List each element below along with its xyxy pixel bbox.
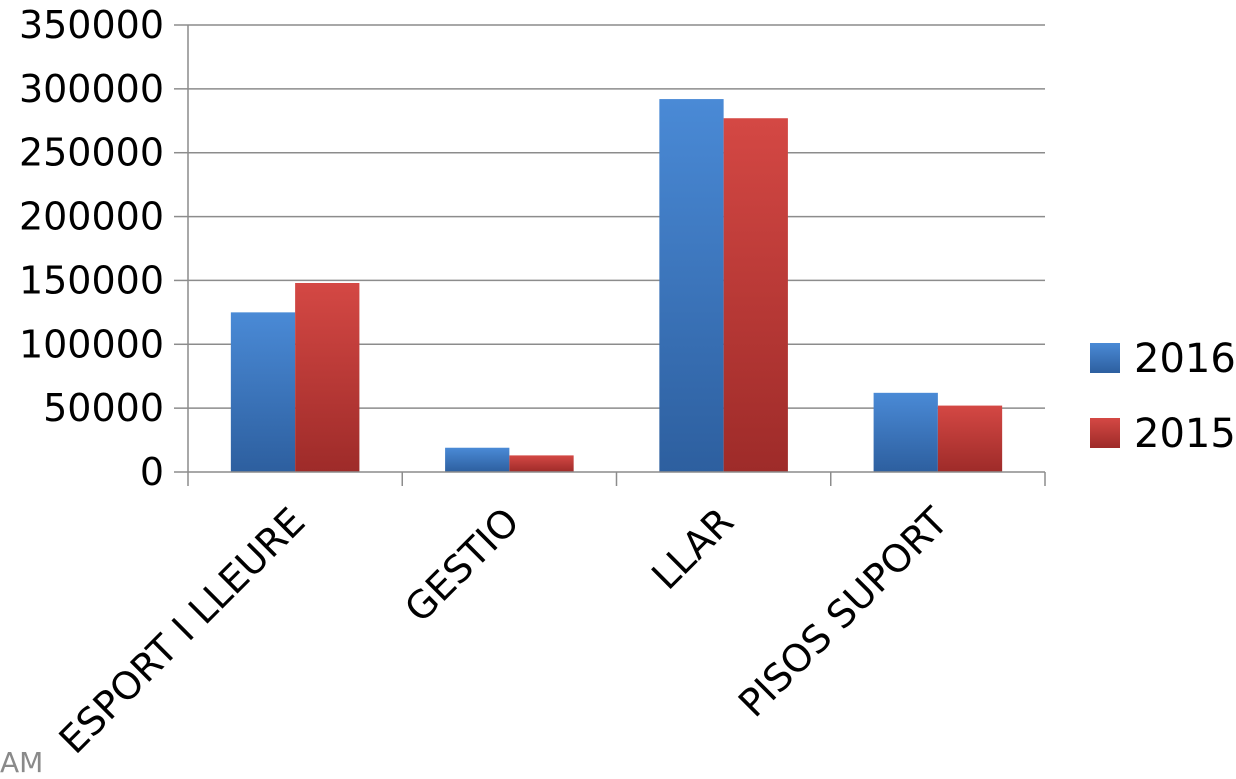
y-tick-label: 0: [140, 450, 164, 494]
x-tick-label: GESTIO: [396, 499, 527, 630]
y-tick-label: 100000: [19, 322, 164, 366]
x-tick-label: PISOS SUPORT: [730, 499, 957, 726]
axes: [174, 24, 1046, 486]
legend-swatch: [1090, 343, 1120, 373]
bar-2015-1: [509, 455, 574, 472]
bar-2016-2: [659, 99, 724, 473]
x-tick-label: LLAR: [643, 499, 742, 598]
legend-swatch: [1090, 418, 1120, 448]
x-tick-label: ESPORT I LLEURE: [51, 499, 314, 762]
bar-2016-1: [445, 447, 510, 472]
y-tick-label: 350000: [19, 3, 164, 47]
legend-label: 2016: [1134, 336, 1236, 382]
y-tick-label: 250000: [19, 131, 164, 175]
bar-2015-3: [937, 405, 1003, 472]
bar-2016-0: [230, 312, 296, 472]
bar-2015-0: [295, 282, 360, 472]
y-tick-label: 300000: [19, 67, 164, 111]
corner-text: AM: [0, 746, 44, 779]
bars: [230, 99, 1003, 473]
y-tick-label: 150000: [19, 258, 164, 302]
bar-2016-3: [873, 392, 938, 472]
bar-2015-2: [723, 118, 788, 472]
y-tick-label: 50000: [43, 386, 164, 430]
legend: 2016 2015: [1090, 336, 1236, 457]
y-tick-label: 200000: [19, 195, 164, 239]
legend-label: 2015: [1134, 411, 1236, 457]
tick-labels: 0 50000 100000 150000 200000 250000 300000 3500…: [19, 3, 957, 762]
